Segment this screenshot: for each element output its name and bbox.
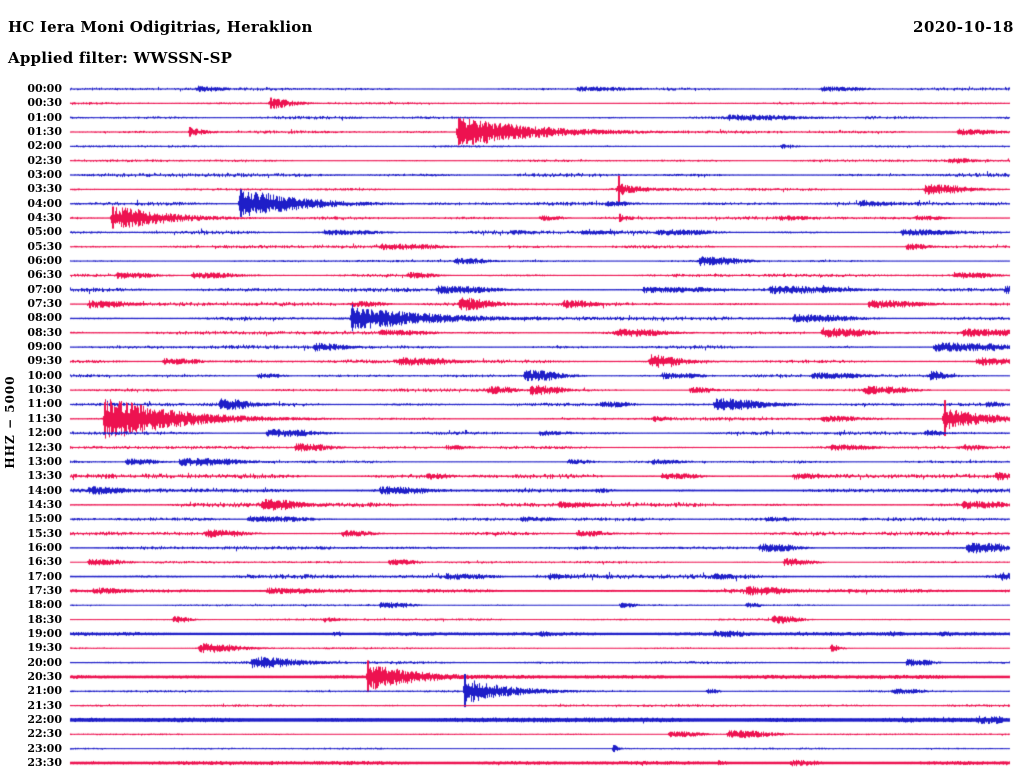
time-label-0800: 08:00 — [27, 311, 62, 325]
time-label-2330: 23:30 — [27, 755, 62, 769]
station-title: HC Iera Moni Odigitrias, Heraklion — [8, 18, 313, 36]
time-label-0100: 01:00 — [27, 110, 62, 124]
time-label-1930: 19:30 — [27, 641, 62, 655]
time-label-1600: 16:00 — [27, 540, 62, 554]
time-label-2130: 21:30 — [27, 698, 62, 712]
time-label-0900: 09:00 — [27, 340, 62, 354]
time-label-1330: 13:30 — [27, 469, 62, 483]
time-label-1500: 15:00 — [27, 512, 62, 526]
time-label-1830: 18:30 — [27, 612, 62, 626]
time-label-1100: 11:00 — [27, 397, 62, 411]
time-label-0030: 00:30 — [27, 96, 62, 110]
time-label-1130: 11:30 — [27, 411, 62, 425]
time-label-2100: 21:00 — [27, 684, 62, 698]
time-label-1030: 10:30 — [27, 383, 62, 397]
time-label-0700: 07:00 — [27, 282, 62, 296]
time-label-0230: 02:30 — [27, 153, 62, 167]
time-label-1230: 12:30 — [27, 440, 62, 454]
time-label-2000: 20:00 — [27, 655, 62, 669]
date-label: 2020-10-18 — [913, 18, 1014, 36]
time-label-1800: 18:00 — [27, 598, 62, 612]
time-label-0400: 04:00 — [27, 196, 62, 210]
time-label-1530: 15:30 — [27, 526, 62, 540]
time-label-2200: 22:00 — [27, 712, 62, 726]
time-label-1430: 14:30 — [27, 497, 62, 511]
time-label-0530: 05:30 — [27, 239, 62, 253]
time-label-0200: 02:00 — [27, 139, 62, 153]
time-label-2300: 23:00 — [27, 741, 62, 755]
time-label-1900: 19:00 — [27, 626, 62, 640]
time-label-0330: 03:30 — [27, 182, 62, 196]
time-label-1730: 17:30 — [27, 583, 62, 597]
time-label-0300: 03:00 — [27, 168, 62, 182]
time-label-0500: 05:00 — [27, 225, 62, 239]
time-label-0000: 00:00 — [27, 82, 62, 95]
time-label-0600: 06:00 — [27, 254, 62, 268]
time-label-0130: 01:30 — [27, 125, 62, 139]
time-label-1200: 12:00 — [27, 426, 62, 440]
time-label-1300: 13:00 — [27, 454, 62, 468]
time-label-1000: 10:00 — [27, 368, 62, 382]
time-label-1400: 14:00 — [27, 483, 62, 497]
applied-filter-label: Applied filter: WWSSN-SP — [8, 49, 233, 67]
time-label-0730: 07:30 — [27, 297, 62, 311]
time-label-0830: 08:30 — [27, 325, 62, 339]
time-label-0930: 09:30 — [27, 354, 62, 368]
time-label-2230: 22:30 — [27, 727, 62, 741]
time-label-1700: 17:00 — [27, 569, 62, 583]
time-label-2030: 20:30 — [27, 669, 62, 683]
time-label-0430: 04:30 — [27, 211, 62, 225]
time-label-0630: 06:30 — [27, 268, 62, 282]
time-label-1630: 16:30 — [27, 555, 62, 569]
